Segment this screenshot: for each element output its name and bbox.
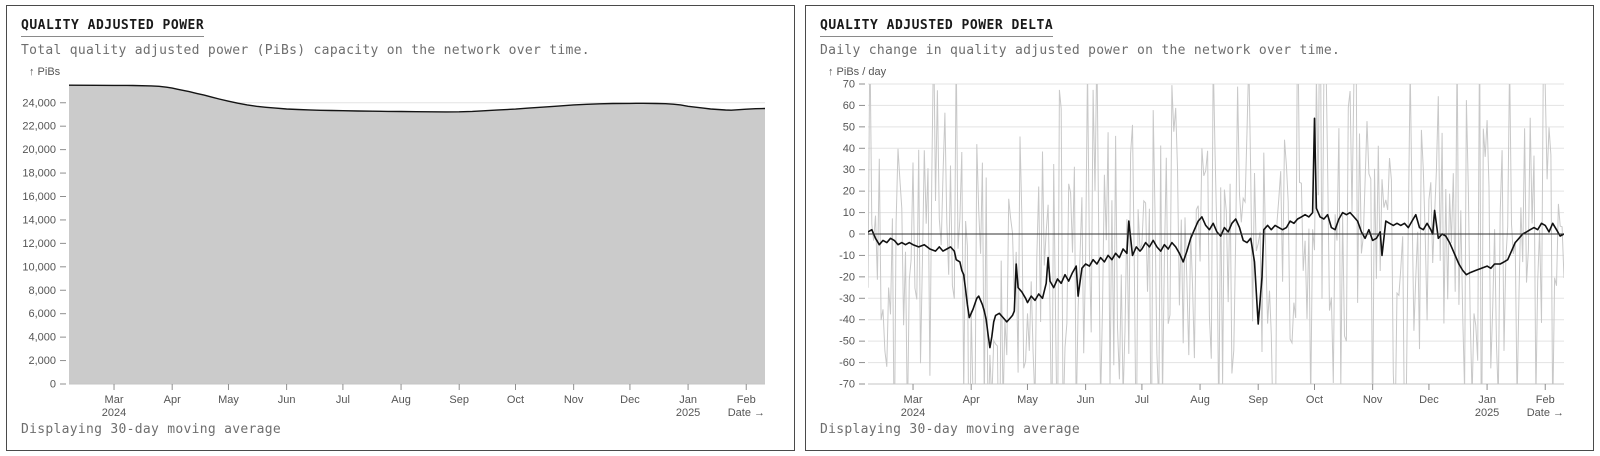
- panel-subtitle: Total quality adjusted power (PiBs) capa…: [21, 43, 590, 58]
- svg-text:Mar: Mar: [105, 394, 124, 406]
- svg-text:Date →: Date →: [728, 407, 765, 419]
- svg-text:Jul: Jul: [1135, 394, 1149, 406]
- svg-text:18,000: 18,000: [22, 168, 56, 180]
- qap-panel: QUALITY ADJUSTED POWER Total quality adj…: [6, 5, 795, 451]
- svg-text:May: May: [1017, 394, 1038, 406]
- svg-text:30: 30: [843, 164, 855, 176]
- svg-text:Mar: Mar: [904, 394, 923, 406]
- svg-text:8,000: 8,000: [28, 285, 56, 297]
- svg-text:2024: 2024: [901, 407, 925, 419]
- svg-text:Oct: Oct: [507, 394, 524, 406]
- svg-text:2024: 2024: [102, 407, 126, 419]
- svg-text:22,000: 22,000: [22, 121, 56, 133]
- svg-text:Jan: Jan: [679, 394, 697, 406]
- panel-subtitle: Daily change in quality adjusted power o…: [820, 43, 1341, 58]
- svg-text:-30: -30: [839, 293, 855, 305]
- svg-text:-10: -10: [839, 250, 855, 262]
- svg-text:20: 20: [843, 186, 855, 198]
- svg-text:Jun: Jun: [278, 394, 296, 406]
- svg-text:0: 0: [50, 379, 56, 391]
- svg-text:-50: -50: [839, 336, 855, 348]
- svg-text:May: May: [218, 394, 239, 406]
- svg-text:Jun: Jun: [1077, 394, 1095, 406]
- svg-text:Nov: Nov: [564, 394, 584, 406]
- panel-footnote: Displaying 30-day moving average: [820, 422, 1081, 437]
- panel-title: QUALITY ADJUSTED POWER DELTA: [820, 18, 1054, 37]
- svg-text:-20: -20: [839, 271, 855, 283]
- svg-text:Jan: Jan: [1478, 394, 1496, 406]
- svg-text:24,000: 24,000: [22, 97, 56, 109]
- svg-text:Apr: Apr: [963, 394, 980, 406]
- svg-text:↑ PiBs: ↑ PiBs: [29, 66, 61, 78]
- svg-text:Aug: Aug: [391, 394, 411, 406]
- svg-text:↑ PiBs / day: ↑ PiBs / day: [828, 66, 887, 78]
- svg-text:50: 50: [843, 121, 855, 133]
- svg-text:0: 0: [849, 229, 855, 241]
- svg-text:Apr: Apr: [164, 394, 181, 406]
- svg-text:14,000: 14,000: [22, 214, 56, 226]
- svg-text:6,000: 6,000: [28, 308, 56, 320]
- svg-text:Sep: Sep: [1248, 394, 1268, 406]
- svg-text:10,000: 10,000: [22, 261, 56, 273]
- svg-text:Dec: Dec: [620, 394, 640, 406]
- svg-text:Sep: Sep: [449, 394, 469, 406]
- svg-text:20,000: 20,000: [22, 144, 56, 156]
- svg-text:-60: -60: [839, 357, 855, 369]
- svg-text:Feb: Feb: [1536, 394, 1555, 406]
- qap-delta-panel: QUALITY ADJUSTED POWER DELTA Daily chang…: [805, 5, 1594, 451]
- svg-text:70: 70: [843, 79, 855, 91]
- svg-text:Date →: Date →: [1527, 407, 1564, 419]
- svg-text:10: 10: [843, 207, 855, 219]
- svg-text:2,000: 2,000: [28, 355, 56, 367]
- svg-text:Feb: Feb: [737, 394, 756, 406]
- svg-text:-70: -70: [839, 379, 855, 391]
- qap-area-chart: 0 2,000 4,000 6,000 8,000 10,000 12,000 14,000 1…: [22, 66, 765, 419]
- svg-text:12,000: 12,000: [22, 238, 56, 250]
- svg-text:Aug: Aug: [1190, 394, 1210, 406]
- svg-text:60: 60: [843, 100, 855, 112]
- svg-text:4,000: 4,000: [28, 332, 56, 344]
- svg-text:Jul: Jul: [336, 394, 350, 406]
- svg-text:Oct: Oct: [1306, 394, 1323, 406]
- svg-text:Nov: Nov: [1363, 394, 1383, 406]
- svg-text:Dec: Dec: [1419, 394, 1439, 406]
- svg-text:2025: 2025: [676, 407, 700, 419]
- svg-text:40: 40: [843, 143, 855, 155]
- panel-title: QUALITY ADJUSTED POWER: [21, 18, 205, 37]
- svg-text:16,000: 16,000: [22, 191, 56, 203]
- panel-footnote: Displaying 30-day moving average: [21, 422, 282, 437]
- svg-text:2025: 2025: [1475, 407, 1499, 419]
- svg-text:-40: -40: [839, 314, 855, 326]
- qap-delta-line-chart: 706050403020100-10-20-30-40-50-60-70Mar2…: [828, 66, 1564, 419]
